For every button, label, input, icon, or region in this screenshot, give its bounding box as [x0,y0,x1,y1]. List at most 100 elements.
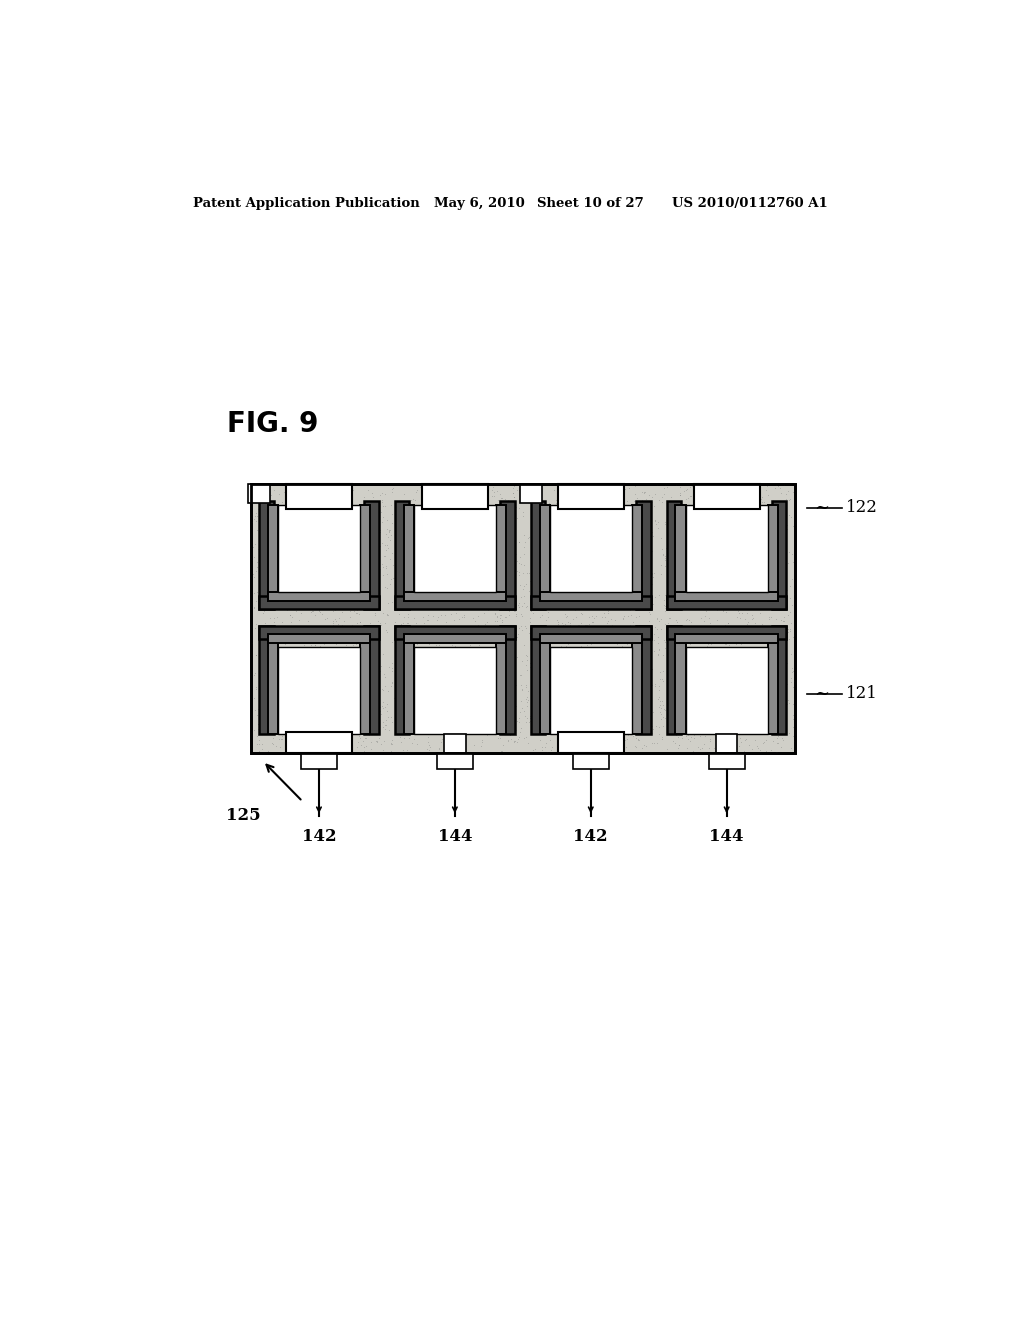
Point [324,694,340,715]
Point [317,506,334,527]
Point [697,601,714,622]
Point [726,741,742,762]
Point [662,619,678,640]
Point [572,713,589,734]
Point [256,664,272,685]
Point [672,701,688,722]
Point [688,535,705,556]
Point [332,714,348,735]
Point [565,560,582,581]
Point [526,579,543,601]
Point [584,586,600,607]
Point [375,711,391,733]
Point [677,520,693,541]
Point [644,593,660,614]
Point [695,686,712,708]
Point [369,730,385,751]
Point [723,589,739,610]
Point [778,594,795,615]
Point [352,719,369,741]
Point [595,700,611,721]
Point [580,474,596,495]
Point [348,671,365,692]
Point [614,527,631,548]
Point [754,612,770,634]
Point [461,499,477,520]
Point [708,539,724,560]
Point [295,595,311,616]
Point [631,529,647,550]
Point [500,490,516,511]
Point [323,741,339,762]
Point [547,694,563,715]
Bar [676,593,778,601]
Point [690,675,707,696]
Point [353,516,370,537]
Point [700,582,717,603]
Point [721,655,737,676]
Point [299,648,315,669]
Point [470,548,486,569]
Point [655,715,672,737]
Point [351,706,368,727]
Point [435,484,452,506]
Point [475,721,492,742]
Point [430,490,446,511]
Point [628,506,644,527]
Point [380,681,396,702]
Point [342,734,358,755]
Point [573,561,590,582]
Point [712,539,728,560]
Point [608,733,625,754]
Point [391,692,408,713]
Point [753,649,769,671]
Point [700,521,717,543]
Point [652,527,669,548]
Point [743,521,760,543]
Point [711,710,727,731]
Point [431,664,447,685]
Point [444,482,461,503]
Point [476,623,493,644]
Point [676,568,692,589]
Bar [365,627,379,734]
Point [300,671,316,692]
Point [536,550,552,572]
Point [557,474,573,495]
Point [783,671,800,692]
Point [526,589,543,610]
Point [776,682,793,704]
Point [370,622,386,643]
Point [289,487,305,508]
Point [662,723,678,744]
Point [354,506,371,527]
Point [596,521,612,543]
Point [260,624,276,645]
Point [770,714,786,735]
Point [469,630,485,651]
Point [402,598,419,619]
Point [650,638,667,659]
Point [518,644,535,665]
Point [267,550,284,572]
Point [341,601,357,622]
Point [717,656,733,677]
Point [391,496,408,517]
Point [762,690,778,711]
Point [572,635,589,656]
Point [516,700,532,721]
Point [687,686,703,708]
Point [338,680,354,701]
Point [733,543,750,564]
Point [331,665,347,686]
Point [430,676,446,697]
Point [656,585,673,606]
Point [541,714,557,735]
Point [470,669,486,690]
Point [656,700,673,721]
Point [432,709,449,730]
Point [373,734,389,755]
Point [261,525,278,546]
Point [690,492,707,513]
Point [683,502,699,523]
